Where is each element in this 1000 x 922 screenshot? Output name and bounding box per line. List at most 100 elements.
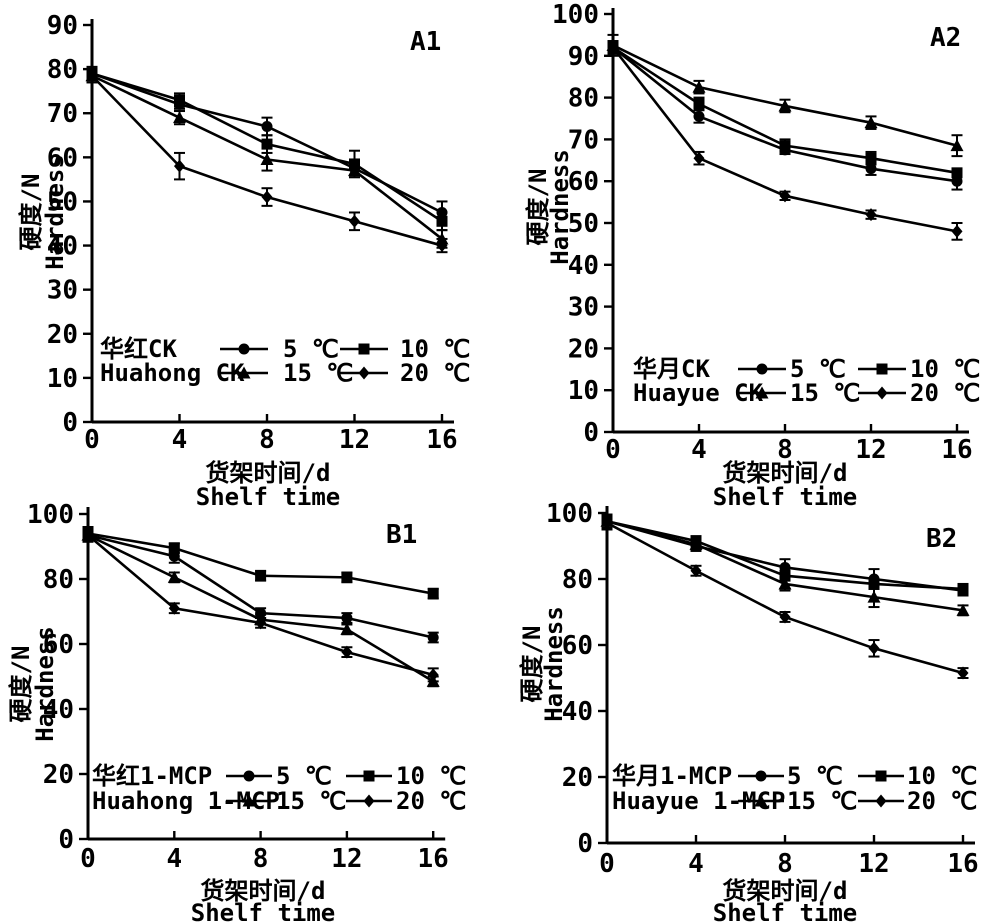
- x-tick-label: 16: [947, 849, 978, 879]
- y-tick-label: 80: [43, 565, 74, 595]
- y-axis-label-cn: 硬度/N: [17, 174, 45, 251]
- data-point-marker: [427, 668, 439, 682]
- data-point-marker: [692, 80, 706, 93]
- data-point-marker: [436, 215, 448, 227]
- y-tick-label: 30: [568, 293, 599, 323]
- y-tick-label: 20: [47, 320, 78, 350]
- data-point-marker: [778, 99, 792, 112]
- data-point-marker: [690, 564, 702, 578]
- x-axis-label-cn: 货架时间/d: [201, 877, 326, 905]
- y-tick-label: 20: [562, 763, 593, 793]
- y-tick-label: 40: [568, 251, 599, 281]
- x-tick-label: 16: [418, 844, 449, 874]
- legend-square-marker: [875, 770, 887, 782]
- y-tick-label: 80: [568, 84, 599, 114]
- y-tick-label: 100: [552, 0, 599, 30]
- data-point-marker: [779, 610, 791, 624]
- y-tick-label: 80: [562, 565, 593, 595]
- x-tick-label: 0: [80, 844, 96, 874]
- panel-label: A2: [930, 23, 961, 53]
- legend-triangle-marker: [754, 794, 768, 807]
- panel-label: A1: [410, 27, 441, 57]
- x-tick-label: 4: [688, 849, 704, 879]
- y-tick-label: 100: [546, 499, 593, 529]
- y-tick-label: 60: [47, 143, 78, 173]
- legend-circle-marker: [755, 770, 767, 782]
- data-point-marker: [174, 159, 185, 173]
- legend-entry-label: 20 ℃: [910, 379, 980, 407]
- legend-triangle-marker: [242, 794, 256, 807]
- data-point-marker: [349, 214, 360, 228]
- data-point-marker: [779, 570, 791, 582]
- x-tick-label: 0: [605, 435, 621, 465]
- x-axis-label-en: Shelf time: [713, 899, 858, 922]
- data-point-marker: [779, 189, 791, 203]
- data-point-marker: [957, 583, 969, 595]
- data-point-marker: [341, 571, 353, 583]
- legend-square-marker: [876, 363, 888, 375]
- panel-label: B2: [926, 524, 957, 554]
- legend-triangle-marker: [237, 366, 251, 379]
- y-tick-label: 30: [47, 276, 78, 306]
- data-point-marker: [868, 641, 880, 655]
- series-line-triangle: [612, 44, 958, 147]
- x-axis-label-cn: 货架时间/d: [723, 877, 848, 905]
- legend-group-label-cn: 华红1-MCP: [92, 762, 212, 790]
- x-axis-label-en: Shelf time: [196, 483, 341, 511]
- data-point-marker: [693, 98, 705, 110]
- x-axis-label-cn: 货架时间/d: [723, 459, 848, 487]
- data-point-marker: [348, 164, 361, 177]
- legend-square-marker: [358, 343, 370, 355]
- y-axis-label-cn: 硬度/N: [518, 626, 546, 703]
- legend-square-marker: [363, 770, 375, 782]
- series-line-square: [87, 532, 434, 595]
- x-tick-label: 12: [855, 435, 886, 465]
- data-point-marker: [951, 224, 963, 238]
- x-axis-label-cn: 货架时间/d: [206, 459, 331, 487]
- data-point-marker: [82, 528, 94, 542]
- data-point-marker: [174, 94, 185, 106]
- data-point-marker: [865, 208, 877, 222]
- legend-group-label-cn: 华月CK: [633, 355, 710, 383]
- data-point-marker: [865, 152, 877, 164]
- y-tick-label: 70: [568, 125, 599, 155]
- y-tick-label: 0: [583, 418, 599, 448]
- legend-diamond-marker: [876, 386, 888, 400]
- data-point-marker: [779, 140, 791, 152]
- y-tick-label: 90: [568, 42, 599, 72]
- data-point-marker: [167, 570, 181, 583]
- y-tick-label: 50: [568, 209, 599, 239]
- data-point-marker: [86, 69, 98, 83]
- x-tick-label: 16: [426, 425, 457, 455]
- data-point-marker: [607, 40, 619, 54]
- y-tick-label: 80: [47, 55, 78, 85]
- x-tick-label: 8: [259, 425, 275, 455]
- data-point-marker: [693, 151, 705, 165]
- y-tick-label: 60: [43, 630, 74, 660]
- data-point-marker: [601, 516, 613, 530]
- legend-entry-label: 20 ℃: [400, 359, 470, 387]
- y-axis-label-en: Hardness: [41, 154, 69, 270]
- y-tick-label: 40: [562, 697, 593, 727]
- y-tick-label: 0: [577, 829, 593, 859]
- x-tick-label: 0: [84, 425, 100, 455]
- legend-diamond-marker: [875, 794, 887, 808]
- y-tick-label: 0: [62, 408, 78, 438]
- data-point-marker: [255, 616, 267, 630]
- data-point-marker: [956, 603, 970, 616]
- x-axis-label-en: Shelf time: [713, 483, 858, 511]
- panel-label: B1: [386, 520, 417, 550]
- data-point-marker: [436, 239, 448, 253]
- legend-entry-label: 15 ℃: [276, 787, 346, 815]
- x-tick-label: 0: [599, 849, 615, 879]
- data-point-marker: [950, 139, 964, 152]
- data-point-marker: [168, 601, 180, 615]
